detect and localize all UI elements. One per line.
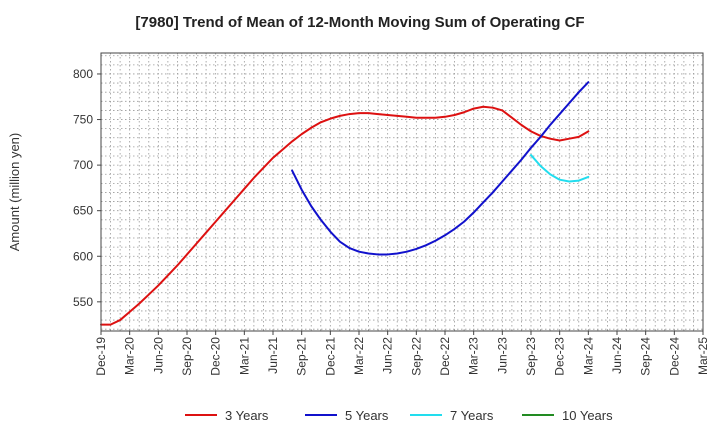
x-tick-label: Jun-23 [495, 337, 509, 374]
legend-label: 10 Years [562, 408, 613, 423]
series-line-5-years [291, 81, 590, 256]
x-tick-label: Sep-22 [409, 337, 423, 376]
x-tick-label: Mar-20 [123, 337, 137, 375]
x-tick-label: Jun-20 [151, 337, 165, 374]
x-tick-label: Dec-19 [94, 337, 108, 376]
x-tick-label: Sep-24 [639, 337, 653, 376]
series-line-7-years [530, 154, 590, 183]
x-tick-label: Dec-24 [667, 337, 681, 376]
x-tick-label: Jun-24 [610, 337, 624, 374]
x-tick-label: Mar-21 [237, 337, 251, 375]
legend-label: 7 Years [450, 408, 494, 423]
x-tick-label: Dec-22 [438, 337, 452, 376]
x-tick-label: Dec-20 [209, 337, 223, 376]
plot-frame [100, 52, 704, 332]
series-line-3-years [100, 105, 590, 326]
legend-label: 3 Years [225, 408, 269, 423]
y-tick-label: 750 [73, 113, 93, 127]
x-tick-label: Sep-23 [524, 337, 538, 376]
x-tick-label: Dec-21 [323, 337, 337, 376]
x-tick-label: Jun-21 [266, 337, 280, 374]
y-axis-title: Amount (million yen) [7, 133, 22, 252]
x-tick-label: Mar-25 [696, 337, 710, 375]
plot-area [101, 53, 703, 331]
x-tick-label: Mar-23 [467, 337, 481, 375]
x-tick-label: Mar-24 [581, 337, 595, 375]
x-tick-label: Jun-22 [381, 337, 395, 374]
legend: 3 Years 5 Years 7 Years 10 Years [185, 408, 613, 423]
y-tick-label: 800 [73, 67, 93, 81]
x-tick-label: Dec-23 [553, 337, 567, 376]
axes: 550 600 650 700 750 800 Dec-19 Mar-20 Jun-20 Sep-… [7, 52, 710, 376]
x-tick-label: Sep-20 [180, 337, 194, 376]
grid-lines [101, 53, 703, 331]
legend-label: 5 Years [345, 408, 389, 423]
chart-title: [7980] Trend of Mean of 12-Month Moving … [135, 14, 585, 31]
y-tick-label: 600 [73, 249, 93, 263]
x-tick-label: Sep-21 [295, 337, 309, 376]
y-tick-label: 650 [73, 204, 93, 218]
y-tick-label: 700 [73, 158, 93, 172]
series-lines [100, 81, 590, 326]
x-tick-label: Mar-22 [352, 337, 366, 375]
y-tick-label: 550 [73, 295, 93, 309]
